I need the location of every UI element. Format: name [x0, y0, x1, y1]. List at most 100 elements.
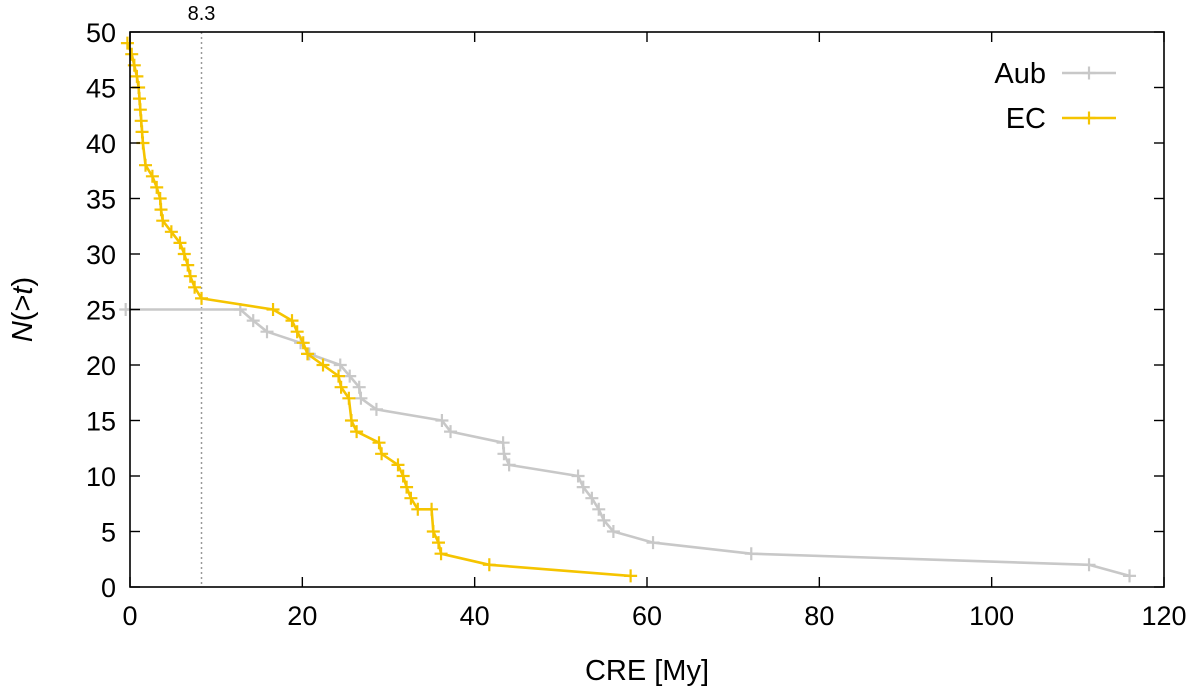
- legend-marker-aub: [1082, 66, 1096, 80]
- data-point-aub: [585, 491, 599, 505]
- data-point-ec: [133, 103, 147, 117]
- data-point-aub: [1082, 558, 1096, 572]
- data-point-ec: [177, 247, 191, 261]
- data-point-ec: [188, 280, 202, 294]
- data-point-ec: [334, 380, 348, 394]
- x-tick-label: 100: [969, 601, 1014, 631]
- data-point-aub: [333, 358, 347, 372]
- y-tick-label: 35: [86, 185, 116, 215]
- data-point-aub: [369, 402, 383, 416]
- y-tick-label: 25: [86, 296, 116, 326]
- reference-line-label: 8.3: [188, 3, 216, 25]
- data-point-ec: [396, 469, 410, 483]
- data-point-ec: [183, 269, 197, 283]
- data-point-ec: [266, 303, 280, 316]
- data-point-aub: [502, 458, 516, 472]
- y-tick-label: 0: [101, 573, 116, 603]
- data-point-ec: [195, 291, 209, 305]
- data-point-aub: [571, 469, 585, 483]
- data-point-ec: [344, 414, 358, 427]
- data-point-aub: [352, 380, 366, 394]
- legend-marker-ec: [1082, 111, 1096, 125]
- x-tick-label: 0: [122, 601, 137, 631]
- data-point-ec: [425, 502, 439, 516]
- legend-label-aub: Aub: [994, 58, 1046, 90]
- data-point-ec: [153, 192, 167, 205]
- data-point-ec: [290, 325, 304, 339]
- data-point-ec: [125, 47, 139, 61]
- series-ec: [120, 36, 638, 583]
- reference-line-group: 8.3: [188, 3, 216, 587]
- data-point-ec: [132, 92, 146, 106]
- data-point-aub: [597, 513, 611, 527]
- data-point-ec: [431, 536, 445, 550]
- series-line-aub: [125, 308, 1130, 578]
- data-point-ec: [404, 491, 418, 505]
- y-tick-label: 30: [86, 240, 116, 270]
- data-point-ec: [342, 391, 356, 405]
- data-point-ec: [173, 236, 187, 250]
- tick-labels: 0 20 40 60 80 100 120 0 5 10 15 20 25 30 35 40 45 50: [86, 18, 1187, 631]
- legend-label-ec: EC: [1006, 103, 1046, 135]
- y-tick-label: 40: [86, 129, 116, 159]
- data-point-ec: [434, 547, 448, 561]
- data-point-ec: [296, 336, 310, 350]
- data-point-ec: [332, 369, 346, 383]
- data-point-aub: [260, 325, 274, 339]
- data-point-ec: [316, 358, 330, 372]
- data-point-aub: [435, 414, 449, 427]
- data-point-ec: [391, 458, 405, 472]
- y-tick-label: 45: [86, 74, 116, 104]
- data-point-ec: [181, 258, 195, 272]
- data-point-aub: [444, 425, 458, 439]
- y-tick-label: 10: [86, 462, 116, 492]
- x-tick-label: 60: [632, 601, 662, 631]
- data-point-ec: [156, 214, 170, 228]
- y-tick-label: 15: [86, 407, 116, 437]
- x-tick-label: 20: [287, 601, 317, 631]
- data-point-ec: [145, 169, 159, 183]
- y-tick-label: 20: [86, 351, 116, 381]
- legend: Aub EC: [994, 58, 1116, 135]
- data-point-ec: [285, 314, 299, 328]
- x-tick-label: 80: [804, 601, 834, 631]
- series-aub: [119, 303, 1137, 583]
- data-point-ec: [150, 180, 164, 194]
- data-point-ec: [375, 447, 389, 461]
- data-point-aub: [246, 314, 260, 328]
- axis-ticks: [129, 31, 1165, 588]
- data-point-ec: [134, 114, 148, 128]
- data-point-ec: [400, 480, 414, 494]
- x-tick-label: 120: [1141, 601, 1186, 631]
- data-point-ec: [411, 502, 425, 516]
- data-point-aub: [343, 369, 357, 383]
- data-point-aub: [354, 391, 368, 405]
- y-tick-label: 5: [101, 518, 116, 548]
- data-point-aub: [1123, 569, 1137, 583]
- data-point-ec: [120, 36, 134, 50]
- data-point-aub: [496, 436, 510, 450]
- data-point-ec: [350, 425, 364, 439]
- data-point-ec: [139, 158, 153, 172]
- data-point-ec: [130, 69, 144, 83]
- data-point-ec: [482, 558, 496, 572]
- y-tick-label: 50: [86, 18, 116, 48]
- x-axis-title: CRE [My]: [585, 655, 709, 687]
- x-tick-label: 40: [460, 601, 490, 631]
- y-axis-title: N(>t): [7, 277, 39, 342]
- data-point-aub: [497, 447, 511, 461]
- data-point-ec: [624, 569, 638, 583]
- data-point-ec: [154, 203, 168, 217]
- series-group: [119, 36, 1137, 583]
- data-point-ec: [301, 347, 315, 361]
- data-point-aub: [576, 480, 590, 494]
- data-point-aub: [646, 536, 660, 550]
- data-point-ec: [164, 225, 178, 239]
- data-point-aub: [606, 525, 620, 538]
- data-point-ec: [372, 436, 386, 450]
- data-point-aub: [744, 547, 758, 561]
- data-point-ec: [426, 525, 440, 538]
- data-point-ec: [135, 125, 149, 139]
